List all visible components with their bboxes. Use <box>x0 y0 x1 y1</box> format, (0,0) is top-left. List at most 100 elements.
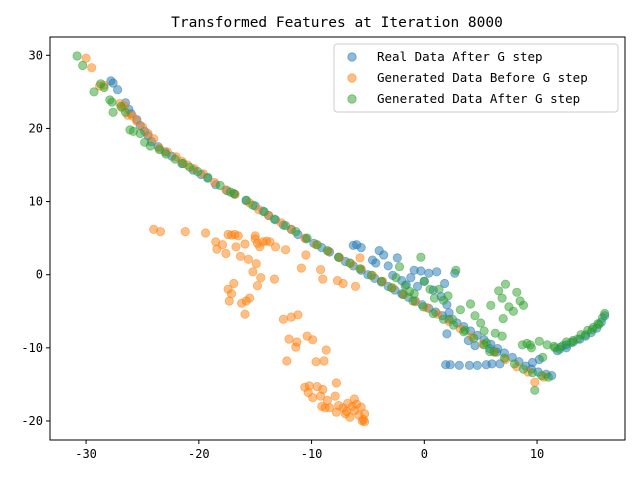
series-2-point-94 <box>512 287 522 297</box>
series-1-point-57 <box>217 240 228 250</box>
series-2-point-114 <box>497 331 507 341</box>
series-2-point-2 <box>89 87 99 97</box>
series-2-point-50 <box>499 353 509 363</box>
series-2-point-14 <box>145 141 155 151</box>
y-tick-label-1: -10 <box>21 341 43 355</box>
series-2-point-78 <box>451 265 461 275</box>
series-1-point-67 <box>248 267 258 277</box>
series-2-point-6 <box>107 97 117 107</box>
series-0-point-1 <box>108 78 118 88</box>
series-2-point-72 <box>425 284 435 294</box>
series-2-point-25 <box>241 195 251 205</box>
series-2-point-52 <box>518 364 529 374</box>
legend-marker-1 <box>347 73 357 83</box>
series-2-point-32 <box>312 240 322 250</box>
series-1-point-87 <box>226 289 237 299</box>
series-2-point-55 <box>543 372 553 382</box>
series-1-point-0 <box>81 53 91 63</box>
series-1-point-74 <box>270 242 281 252</box>
series-2-point-30 <box>291 227 301 237</box>
series-2-point-0 <box>72 51 82 61</box>
series-0-point-76 <box>356 243 366 253</box>
series-0-point-106 <box>487 359 497 369</box>
series-1-point-1 <box>87 63 97 73</box>
series-2-point-17 <box>170 154 180 164</box>
series-2-point-96 <box>518 300 529 310</box>
series-2-point-43 <box>428 308 438 319</box>
series-2-point-15 <box>154 145 164 155</box>
series-2-point-70 <box>416 252 426 262</box>
series-1-point-53 <box>180 227 190 237</box>
legend-marker-2 <box>347 94 357 104</box>
series-1-point-90 <box>284 334 294 344</box>
chart-title: Transformed Features at Iteration 8000 <box>171 15 503 31</box>
x-tick-label-0: -30 <box>75 447 97 461</box>
series-1-point-101 <box>315 264 326 275</box>
series-2-point-1 <box>78 60 88 71</box>
series-2-point-38 <box>376 276 387 286</box>
series-2-point-79 <box>455 305 465 315</box>
axes: -30 -20 -10 0 10 -20 -10 0 10 20 30 <box>21 48 544 461</box>
series-1-point-62 <box>233 231 243 241</box>
series-1-point-84 <box>229 278 239 289</box>
series-2-point-80 <box>460 325 470 335</box>
series-0-point-80 <box>379 250 389 260</box>
series-2-point-37 <box>366 270 376 280</box>
series-1-point-96 <box>296 263 306 273</box>
series-1-point-54 <box>201 228 211 238</box>
series-1-point-123 <box>331 407 341 417</box>
series-1-point-75 <box>280 245 291 255</box>
series-2-point-19 <box>185 162 195 172</box>
series-2-point-66 <box>394 262 405 272</box>
series-1-point-82 <box>237 298 247 308</box>
series-1-point-89 <box>278 314 288 324</box>
series-2-point-100 <box>534 336 544 346</box>
series-2-point-84 <box>479 326 489 336</box>
series-2-point-33 <box>322 246 332 256</box>
series-1-point-76 <box>250 231 260 241</box>
series-2-point-87 <box>486 300 496 310</box>
series-1-point-132 <box>349 394 359 404</box>
series-2-point-111 <box>517 340 528 350</box>
x-tick-label-3: 0 <box>421 447 428 461</box>
series-2-point-64 <box>600 308 610 319</box>
series-0-point-98 <box>442 329 452 339</box>
series-2-point-65 <box>391 272 401 283</box>
series-1-point-88 <box>269 274 279 284</box>
series-2-point-44 <box>438 314 449 324</box>
series-1-point-9 <box>132 116 142 126</box>
series-0-point-2 <box>113 85 123 95</box>
series-2-point-29 <box>280 221 291 231</box>
series-1-point-106 <box>338 278 348 289</box>
series-1-point-78 <box>256 272 266 283</box>
axes-frame <box>49 36 626 441</box>
series-1-point-49 <box>530 377 540 387</box>
series-1-point-79 <box>252 281 263 291</box>
series-1-point-64 <box>235 251 246 261</box>
series-1-point-120 <box>331 378 341 388</box>
series-1-point-107 <box>350 281 361 291</box>
series-2-point-110 <box>498 313 508 324</box>
data-points <box>72 51 610 427</box>
series-2-point-16 <box>161 149 171 159</box>
series-2-point-9 <box>120 107 131 117</box>
series-2-point-93 <box>508 306 519 316</box>
series-0-point-101 <box>445 360 455 370</box>
series-1-point-128 <box>345 412 355 422</box>
series-2-point-86 <box>485 346 495 357</box>
series-2-point-71 <box>419 276 429 286</box>
series-2-point-26 <box>248 200 258 210</box>
series-0-point-86 <box>406 272 416 283</box>
series-2-point-20 <box>193 167 203 177</box>
series-2-point-21 <box>203 172 213 182</box>
series-2-point-112 <box>526 343 537 353</box>
series-2-point-36 <box>355 264 365 274</box>
legend-label-0: Real Data After G step <box>377 49 543 64</box>
series-2-point-4 <box>99 82 109 93</box>
series-1-point-65 <box>240 239 250 249</box>
legend: Real Data After G step Generated Data Bef… <box>333 43 619 113</box>
y-tick-label-5: 30 <box>29 48 43 62</box>
series-0-point-89 <box>416 266 426 276</box>
series-2-point-106 <box>576 330 586 340</box>
